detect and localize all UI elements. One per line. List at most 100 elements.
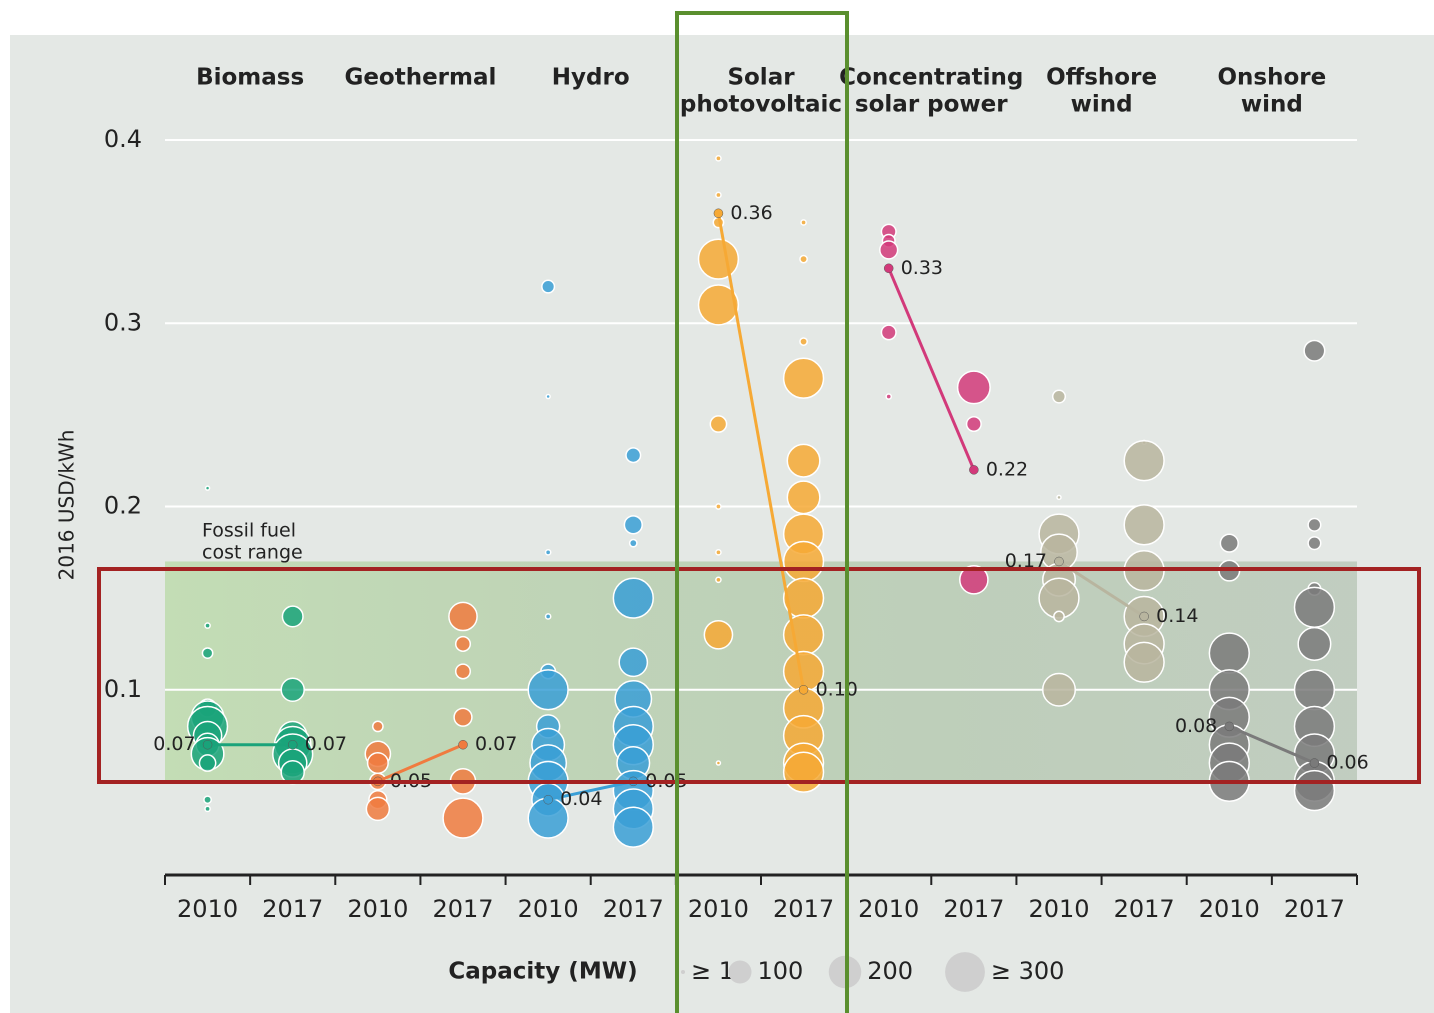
- bubble: [544, 613, 552, 620]
- bubble: [959, 564, 989, 595]
- average-line: [716, 213, 806, 691]
- average-label: 0.07: [475, 733, 517, 755]
- average-label: 0.17: [1005, 550, 1047, 572]
- bubble: [366, 752, 389, 775]
- x-tick-label: 2017: [603, 895, 664, 923]
- legend-bubble: [681, 970, 685, 974]
- bubble: [1208, 632, 1250, 674]
- bubble: [715, 191, 722, 199]
- bubble: [618, 647, 649, 678]
- group-title: wind: [1071, 92, 1133, 118]
- bubble: [715, 155, 722, 162]
- bubble: [1056, 494, 1062, 501]
- bubble: [1307, 517, 1322, 532]
- x-tick-label: 2017: [943, 895, 1004, 923]
- average-line: [547, 779, 634, 802]
- bubble: [800, 219, 807, 226]
- average-point: [883, 263, 894, 274]
- bubble: [623, 515, 643, 535]
- bubble: [541, 279, 556, 294]
- x-tick-label: 2010: [688, 895, 749, 923]
- legend-label: ≥ 1: [691, 957, 734, 985]
- average-point: [458, 739, 468, 750]
- legend-bubble: [945, 952, 985, 992]
- panel: [10, 35, 1434, 1013]
- bubble: [365, 796, 391, 822]
- bubble: [612, 577, 654, 619]
- group-title: wind: [1241, 92, 1303, 118]
- group-title: Offshore: [1046, 65, 1157, 91]
- average-label: 0.14: [1156, 605, 1198, 627]
- average-label: 0.08: [1175, 715, 1217, 737]
- bubble: [1293, 586, 1336, 628]
- group-title: Concentrating: [839, 65, 1023, 91]
- bubble: [697, 238, 740, 280]
- bubble: [454, 663, 472, 680]
- bubble: [1053, 610, 1065, 623]
- x-tick-label: 2017: [262, 895, 323, 923]
- highlight-red: [97, 567, 1421, 784]
- x-tick-label: 2017: [773, 895, 834, 923]
- bubble: [782, 614, 825, 656]
- bubble: [281, 605, 304, 628]
- x-tick-label: 2010: [347, 895, 408, 923]
- bubble: [715, 760, 722, 766]
- bubble: [1297, 626, 1332, 661]
- bubble: [628, 538, 638, 548]
- bubble: [715, 503, 722, 510]
- average-point: [1054, 556, 1064, 567]
- average-label: 0.04: [560, 788, 602, 810]
- group-title: Biomass: [196, 65, 304, 91]
- average-point: [287, 739, 298, 750]
- y-tick-label: 0.2: [104, 492, 142, 520]
- bubble: [198, 754, 217, 772]
- legend-title: Capacity (MW): [448, 959, 637, 985]
- x-tick-label: 2017: [1114, 895, 1175, 923]
- average-point: [798, 685, 809, 695]
- bubble: [454, 635, 472, 652]
- bubble: [1123, 440, 1165, 482]
- bubble: [1293, 769, 1336, 812]
- average-point: [1309, 758, 1320, 768]
- bubble: [201, 647, 214, 659]
- bubble: [371, 720, 384, 733]
- bubble: [799, 337, 808, 346]
- bubble: [1041, 672, 1077, 707]
- bubble: [715, 548, 722, 556]
- bubble: [786, 480, 821, 515]
- bubble: [1123, 641, 1165, 683]
- average-line: [1228, 725, 1316, 765]
- bubble: [782, 751, 825, 793]
- y-tick-label: 0.1: [104, 675, 142, 703]
- average-point: [202, 739, 213, 750]
- group-title: Hydro: [552, 65, 630, 91]
- x-tick-label: 2017: [1284, 895, 1345, 923]
- bubble: [544, 548, 552, 556]
- bubble: [545, 393, 551, 400]
- group-title: solar power: [855, 92, 1008, 118]
- y-tick-label: 0.3: [104, 308, 142, 336]
- bubble: [709, 415, 728, 433]
- bubble: [1123, 504, 1165, 546]
- average-line: [377, 743, 464, 783]
- average-label: 0.06: [1326, 752, 1368, 774]
- bubble: [625, 447, 642, 464]
- bubble: [1303, 339, 1326, 362]
- average-point: [543, 794, 553, 805]
- bubble: [799, 254, 808, 264]
- bubble: [280, 677, 305, 702]
- bubble: [203, 795, 212, 805]
- x-tick-label: 2010: [1199, 895, 1260, 923]
- bubble: [703, 619, 734, 650]
- bubble: [204, 485, 211, 491]
- bubble: [204, 622, 211, 629]
- bubble: [1051, 389, 1067, 404]
- average-label: 0.10: [816, 678, 858, 700]
- legend-label: 200: [867, 957, 913, 985]
- bubble: [453, 707, 473, 727]
- bubble: [786, 443, 821, 478]
- average-label: 0.07: [153, 733, 195, 755]
- bubble: [965, 416, 982, 433]
- band-label: cost range: [202, 542, 303, 564]
